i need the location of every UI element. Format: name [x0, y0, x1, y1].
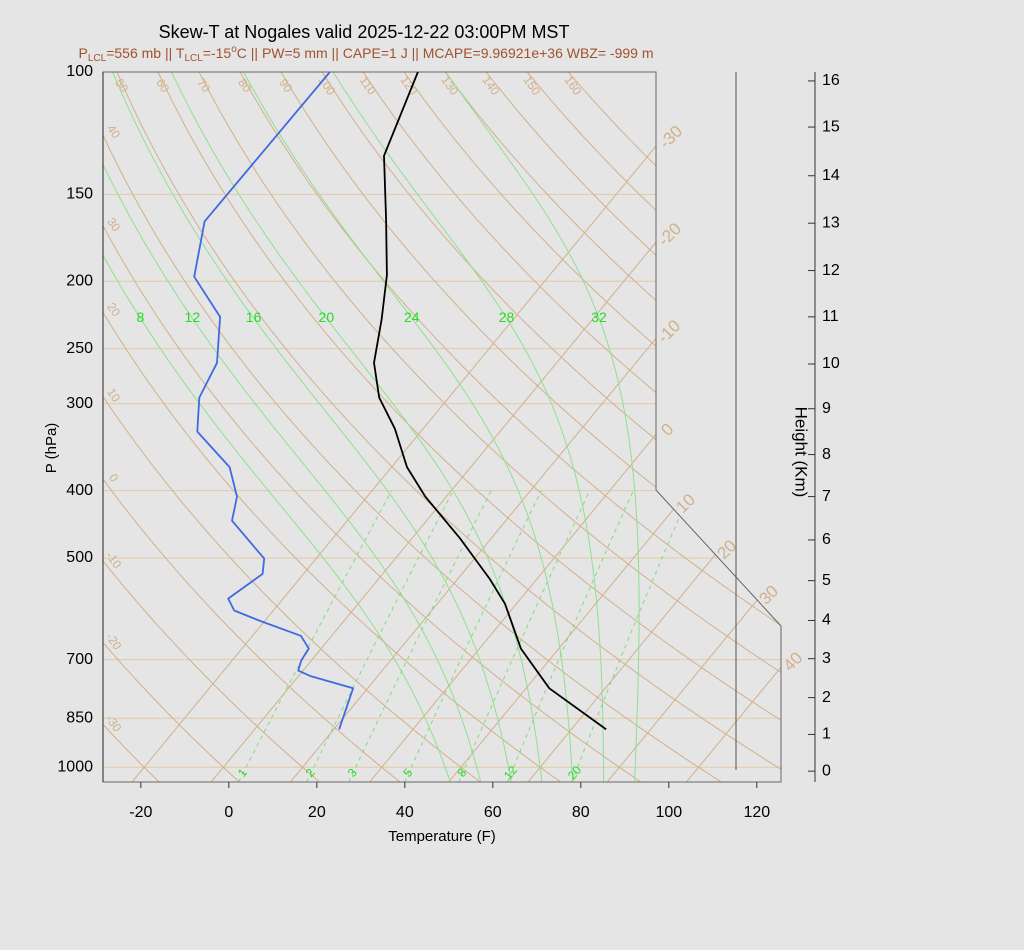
height-tick-label: 8 — [822, 446, 831, 463]
y-axis-label: P (hPa) — [43, 423, 60, 474]
moist-adiabat — [112, 72, 512, 782]
moist-adiabat-label: 20 — [319, 309, 335, 325]
dry-adiabat — [362, 72, 781, 782]
height-tick-label: 9 — [822, 400, 831, 417]
moist-adiabat-label: 32 — [591, 309, 607, 325]
dry-adiabat — [198, 72, 781, 782]
x-tick-label: 120 — [743, 804, 770, 821]
x-tick-label: -20 — [129, 804, 152, 821]
dry-adiabat — [321, 72, 781, 782]
dry-adiabat — [103, 72, 401, 782]
x-tick-label: 20 — [308, 804, 326, 821]
moist-adiabat-label: 12 — [185, 309, 201, 325]
moist-adiabat — [103, 72, 451, 782]
dry-adiabat — [116, 72, 781, 782]
y-tick-label: 100 — [66, 63, 93, 80]
isotherm — [448, 72, 781, 782]
height-tick-label: 10 — [822, 355, 840, 372]
moist-adiabat-label: 28 — [499, 309, 515, 325]
height-tick-label: 12 — [822, 262, 840, 279]
height-tick-label: 6 — [822, 531, 831, 548]
profile-line — [193, 71, 354, 730]
height-tick-label: 7 — [822, 488, 831, 505]
dry-adiabat — [103, 72, 321, 782]
height-tick-label: 15 — [822, 118, 840, 135]
dry-adiabat — [239, 72, 781, 782]
height-tick-label: 5 — [822, 572, 831, 589]
y-tick-label: 700 — [66, 651, 93, 668]
y-tick-label: 250 — [66, 340, 93, 357]
mixing-ratio — [458, 490, 591, 782]
subtitle-part: LCL — [88, 53, 107, 64]
height-axis-label: Height (Km) — [792, 407, 811, 498]
x-tick-label: 0 — [224, 804, 233, 821]
profile-line — [373, 71, 607, 731]
mixing-ratio — [348, 490, 492, 782]
dry-adiabat — [103, 72, 160, 782]
height-tick-label: 14 — [822, 167, 840, 184]
chart-title: Skew-T at Nogales valid 2025-12-22 03:00… — [159, 22, 570, 42]
height-tick-label: 16 — [822, 72, 840, 89]
mixing-ratio — [404, 490, 542, 782]
x-tick-label: 40 — [396, 804, 414, 821]
y-tick-label: 500 — [66, 549, 93, 566]
background-lines — [103, 72, 781, 782]
moist-adiabat-label: 8 — [136, 309, 144, 325]
dry-adiabat — [103, 72, 481, 782]
moist-adiabat-label: 24 — [404, 309, 420, 325]
dry-adiabat — [103, 72, 240, 782]
dry-adiabat — [157, 72, 781, 782]
height-tick-label: 3 — [822, 650, 831, 667]
moist-adiabat — [332, 72, 605, 782]
subtitle-part: =556 mb || T — [106, 45, 185, 61]
dry-adiabat — [280, 72, 781, 782]
height-tick-label: 0 — [822, 762, 831, 779]
isotherm — [527, 72, 781, 782]
height-tick-label: 13 — [822, 214, 840, 231]
isotherm — [210, 72, 781, 782]
subtitle-part: C || PW=5 mm || CAPE=1 J || MCAPE=9.9692… — [237, 45, 654, 61]
subtitle-part: P — [79, 45, 88, 61]
height-tick-label: 11 — [822, 308, 839, 325]
y-tick-label: 150 — [66, 186, 93, 203]
moist-adiabat — [171, 72, 543, 782]
moist-adiabat — [445, 72, 640, 782]
isotherm — [131, 72, 718, 782]
x-tick-label: 80 — [572, 804, 590, 821]
dry-adiabat — [103, 72, 561, 782]
mixing-ratio — [507, 490, 634, 782]
y-tick-label: 850 — [66, 709, 93, 726]
subtitle-part: LCL — [184, 53, 203, 64]
y-tick-label: 200 — [66, 273, 93, 290]
mixing-ratio — [571, 490, 692, 782]
moist-adiabat-label: 16 — [246, 309, 262, 325]
chart-subtitle: PLCL=556 mb || TLCL=-15oC || PW=5 mm || … — [79, 44, 654, 64]
x-tick-label: 60 — [484, 804, 502, 821]
height-tick-label: 1 — [822, 726, 831, 743]
height-tick-label: 4 — [822, 612, 831, 629]
subtitle-part: =-15 — [203, 45, 232, 61]
x-axis-label: Temperature (F) — [388, 828, 496, 845]
height-tick-label: 2 — [822, 689, 831, 706]
isotherm — [686, 72, 781, 782]
y-tick-label: 1000 — [57, 758, 93, 775]
dry-adiabat — [103, 72, 642, 782]
y-tick-label: 400 — [66, 482, 93, 499]
moist-adiabat — [243, 72, 574, 782]
y-tick-label: 300 — [66, 395, 93, 412]
x-tick-label: 100 — [655, 804, 682, 821]
subtitle-part: o — [231, 44, 237, 55]
moist-adiabat — [103, 72, 482, 782]
dry-adiabat — [103, 72, 722, 782]
isotherm — [290, 72, 781, 782]
